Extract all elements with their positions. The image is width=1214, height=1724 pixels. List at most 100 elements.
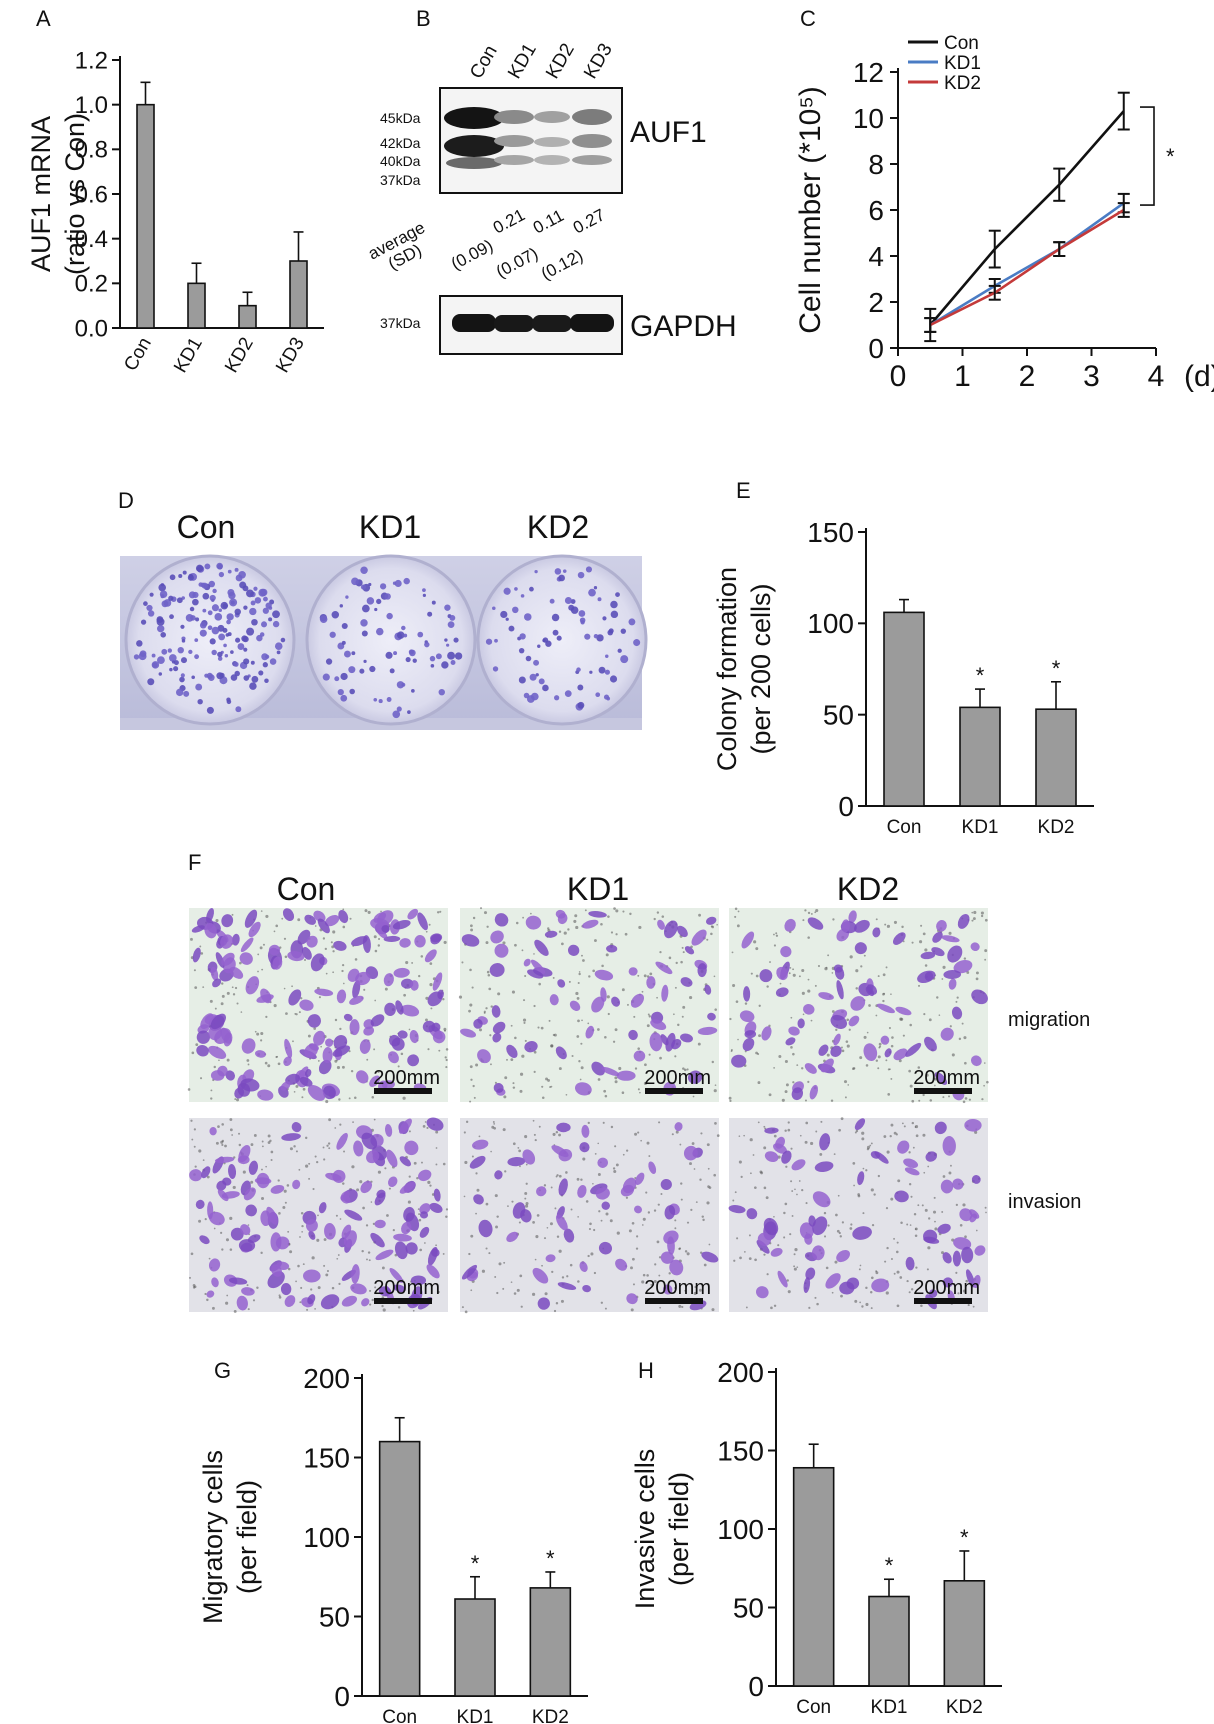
cell-blob xyxy=(308,1043,319,1051)
pore-dot xyxy=(430,1007,433,1010)
colony-dot xyxy=(512,606,519,614)
colony-dot xyxy=(214,613,223,621)
cell-blob xyxy=(924,1036,937,1052)
cell-blob xyxy=(598,1241,613,1255)
pore-dot xyxy=(871,1223,875,1227)
cell-blob xyxy=(376,928,388,939)
pore-dot xyxy=(928,1217,931,1220)
colony-dot xyxy=(598,666,606,674)
colony-dot xyxy=(533,659,540,666)
colony-dot xyxy=(246,589,254,598)
pore-dot xyxy=(592,1182,594,1185)
colony-dot xyxy=(136,640,143,647)
pore-dot xyxy=(697,1042,701,1046)
pore-dot xyxy=(270,1150,274,1154)
cell-blob xyxy=(288,989,302,1006)
colony-dot xyxy=(596,634,604,642)
pore-dot xyxy=(187,1088,191,1091)
significance-marker: * xyxy=(471,1551,480,1576)
y-tick-label: 0 xyxy=(334,1681,350,1712)
colony-dot xyxy=(219,672,225,679)
cell-blob xyxy=(866,984,878,995)
colony-dot xyxy=(429,655,436,662)
colony-dot xyxy=(151,661,160,669)
pore-dot xyxy=(306,1308,309,1311)
pore-dot xyxy=(541,1264,543,1267)
pore-dot xyxy=(384,1167,387,1170)
pore-dot xyxy=(485,941,489,945)
micrograph-background xyxy=(460,908,719,1102)
y-tick-label: 100 xyxy=(303,1522,350,1553)
y-tick-label: 0 xyxy=(838,791,854,822)
colony-dot xyxy=(441,661,449,669)
pore-dot xyxy=(708,1186,712,1189)
bar xyxy=(792,1466,835,1687)
colony-dot xyxy=(250,660,255,665)
colony-dot xyxy=(195,617,200,622)
pore-dot xyxy=(942,1175,946,1178)
cell-blob xyxy=(473,1194,484,1205)
pore-dot xyxy=(468,1252,471,1256)
cell-blob xyxy=(478,1219,493,1238)
pore-dot xyxy=(648,1015,651,1018)
pore-dot xyxy=(914,1234,918,1238)
cell-blob xyxy=(663,920,678,939)
cell-blob xyxy=(248,921,261,938)
pore-dot xyxy=(336,1257,339,1260)
pore-dot xyxy=(870,1142,873,1145)
pore-dot xyxy=(543,1184,547,1187)
panel-label-d: D xyxy=(118,488,134,513)
cell-blob xyxy=(536,1186,547,1197)
cell-blob xyxy=(238,1145,251,1163)
colony-dot xyxy=(226,697,231,702)
pore-dot xyxy=(300,997,303,1000)
pore-dot xyxy=(512,1086,516,1089)
axis-label: Invasive cells xyxy=(630,1449,660,1610)
x-tick-label: KD2 xyxy=(1038,817,1075,838)
y-tick-label: 2 xyxy=(868,287,884,318)
colony-dot xyxy=(176,597,183,604)
pore-dot xyxy=(362,1206,365,1210)
colony-dot xyxy=(608,628,614,634)
colony-dot xyxy=(485,638,493,645)
pore-dot xyxy=(920,1304,923,1308)
pore-dot xyxy=(403,993,406,997)
cell-blob xyxy=(952,1178,964,1190)
colony-dot xyxy=(454,652,463,660)
cell-blob xyxy=(407,908,419,920)
cell-blob xyxy=(558,1178,568,1196)
cell-blob xyxy=(332,1169,346,1183)
pore-dot xyxy=(790,1016,793,1019)
pore-dot xyxy=(647,1013,650,1016)
pore-dot xyxy=(374,999,377,1002)
colony-dot xyxy=(276,650,281,655)
pore-dot xyxy=(865,1286,868,1290)
pore-dot xyxy=(546,1226,549,1229)
cell-blob xyxy=(405,1242,418,1255)
colony-dot xyxy=(535,673,539,677)
pore-dot xyxy=(544,1292,548,1296)
pore-dot xyxy=(308,1162,311,1165)
cell-blob xyxy=(707,1012,716,1021)
colony-dot xyxy=(537,644,541,648)
cell-blob xyxy=(381,925,390,933)
pore-dot xyxy=(426,1126,429,1129)
pore-dot xyxy=(512,1142,516,1146)
pore-dot xyxy=(779,982,782,985)
pore-dot xyxy=(635,1247,639,1250)
pore-dot xyxy=(233,1309,237,1313)
cell-blob xyxy=(228,1277,248,1285)
colony-dot xyxy=(230,650,234,654)
cell-blob xyxy=(833,1033,841,1046)
cell-blob xyxy=(957,913,970,929)
pore-dot xyxy=(537,1026,540,1029)
pore-dot xyxy=(463,1195,466,1198)
pore-dot xyxy=(242,1170,246,1174)
cell-blob xyxy=(788,1026,800,1036)
pore-dot xyxy=(224,1144,227,1148)
cell-blob xyxy=(322,1047,333,1064)
pore-dot xyxy=(229,1118,233,1121)
cell-blob xyxy=(343,1013,353,1022)
colony-dot xyxy=(183,690,190,697)
bar xyxy=(1035,708,1077,807)
